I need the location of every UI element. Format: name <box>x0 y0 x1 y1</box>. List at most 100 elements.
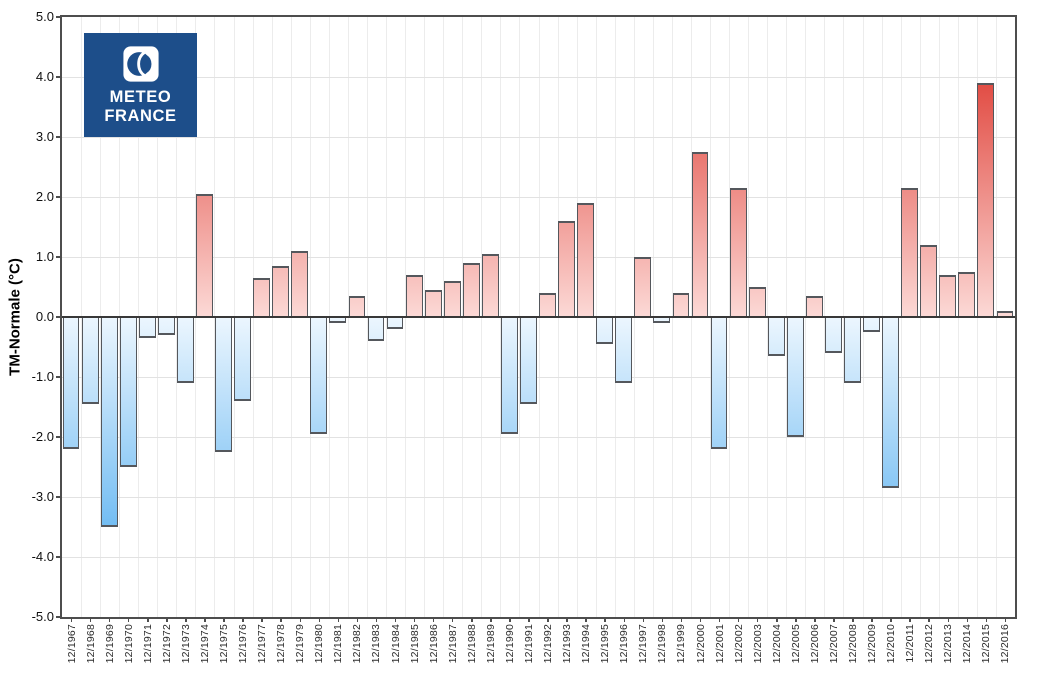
x-tick-label-text: 12/2013 <box>942 624 955 664</box>
x-tick-label-text: 12/2016 <box>999 624 1012 664</box>
x-tick-label: 12/2008 <box>843 624 862 680</box>
x-tick-label: 12/1984 <box>386 624 405 680</box>
bar-12/2016 <box>996 311 1014 317</box>
bar-12/1988 <box>462 263 480 317</box>
x-tick-label: 12/1973 <box>176 624 195 680</box>
x-tick-label: 12/1970 <box>119 624 138 680</box>
x-tick <box>699 617 702 622</box>
x-tick-label-text: 12/1983 <box>370 624 383 664</box>
logo-line-2: FRANCE <box>104 106 177 125</box>
h-gridline <box>62 437 1015 438</box>
x-tick <box>261 617 263 622</box>
bar-12/1978 <box>272 266 290 317</box>
x-tick <box>318 617 321 622</box>
y-tick-label: 1.0 <box>35 249 54 264</box>
y-tick <box>56 316 62 318</box>
x-tick-label-text: 12/1975 <box>218 624 230 664</box>
x-tick-label: 12/1987 <box>443 624 462 680</box>
x-tick-label-text: 12/1981 <box>332 624 345 664</box>
bar-12/2004 <box>767 317 785 356</box>
bar-12/1973 <box>176 317 194 383</box>
bar-12/1967 <box>62 317 80 449</box>
zero-line <box>62 315 1015 319</box>
x-tick-label-text: 12/1980 <box>313 624 326 664</box>
y-tick-label: 4.0 <box>35 69 54 84</box>
bar-12/2002 <box>729 188 747 317</box>
x-tick-label: 12/1990 <box>500 624 519 680</box>
x-tick <box>795 617 797 622</box>
x-tick-label: 12/2014 <box>958 624 977 680</box>
bar-12/2005 <box>786 317 804 437</box>
x-tick <box>471 617 473 622</box>
bar-12/2000 <box>691 152 709 317</box>
x-tick <box>947 617 950 622</box>
h-gridline <box>62 497 1015 498</box>
x-tick-label: 12/1988 <box>462 624 481 680</box>
y-tick-label: 3.0 <box>35 129 54 144</box>
x-tick-label-text: 12/1982 <box>351 624 364 664</box>
x-tick <box>985 617 988 622</box>
x-tick <box>623 617 626 622</box>
x-tick-label-text: 12/1970 <box>122 624 135 664</box>
x-tick-label: 12/1968 <box>81 624 100 680</box>
x-tick-label: 12/1971 <box>138 624 157 680</box>
x-tick <box>337 617 340 622</box>
x-tick <box>833 617 835 622</box>
x-tick <box>108 617 111 622</box>
x-tick <box>776 617 778 622</box>
x-tick-label: 12/1972 <box>157 624 176 680</box>
x-tick <box>204 617 206 622</box>
x-tick-label: 12/2000 <box>691 624 710 680</box>
bar-12/1975 <box>215 317 232 452</box>
x-tick <box>852 617 854 622</box>
x-tick-label-text: 12/2010 <box>885 624 898 664</box>
x-tick <box>928 617 930 622</box>
x-tick-label: 12/1993 <box>558 624 577 680</box>
h-gridline <box>62 557 1015 558</box>
x-tick <box>394 617 397 622</box>
x-tick-label-text: 12/1992 <box>542 624 555 664</box>
x-tick-label: 12/1977 <box>253 624 272 680</box>
x-tick-label: 12/1969 <box>100 624 119 680</box>
x-tick <box>375 617 378 622</box>
x-tick-label: 12/1967 <box>62 624 81 680</box>
h-gridline <box>62 257 1015 258</box>
x-tick-label-text: 12/2000 <box>694 624 707 664</box>
y-tick-label: -1.0 <box>31 369 54 384</box>
bar-12/1974 <box>196 194 213 317</box>
x-tick-label: 12/2009 <box>863 624 882 680</box>
y-tick <box>56 136 62 138</box>
x-tick <box>280 617 282 622</box>
x-tick-label: 12/1978 <box>272 624 291 680</box>
x-tick-label: 12/1976 <box>234 624 253 680</box>
x-tick-label-text: 12/2007 <box>827 624 840 664</box>
x-tick-label-text: 12/2012 <box>923 624 936 664</box>
x-tick-label: 12/1985 <box>405 624 424 680</box>
x-tick-label: 12/1979 <box>291 624 310 680</box>
x-tick <box>661 617 664 622</box>
bar-12/1992 <box>539 293 556 317</box>
x-tick <box>890 617 892 622</box>
bar-12/1979 <box>291 251 309 317</box>
bar-12/2008 <box>844 317 861 383</box>
x-tick-label-text: 12/1985 <box>408 624 421 664</box>
bar-12/2010 <box>882 317 900 488</box>
bar-12/1994 <box>577 203 595 317</box>
x-tick-label-text: 12/1993 <box>561 624 574 664</box>
x-tick <box>871 617 873 622</box>
x-tick-label-text: 12/2004 <box>770 624 783 664</box>
bar-12/1990 <box>500 317 518 434</box>
bar-12/1996 <box>615 317 633 383</box>
bar-12/2007 <box>825 317 842 353</box>
bar-12/2014 <box>958 272 976 317</box>
x-tick <box>166 617 168 622</box>
x-tick <box>1004 617 1007 622</box>
bar-12/2012 <box>920 245 938 317</box>
x-tick-label: 12/2005 <box>786 624 805 680</box>
x-tick-label-text: 12/2008 <box>846 624 859 664</box>
x-tick-label: 12/1989 <box>481 624 500 680</box>
x-tick-label-text: 12/1991 <box>522 624 535 664</box>
bar-12/1998 <box>653 317 671 323</box>
bar-12/2003 <box>748 287 766 317</box>
